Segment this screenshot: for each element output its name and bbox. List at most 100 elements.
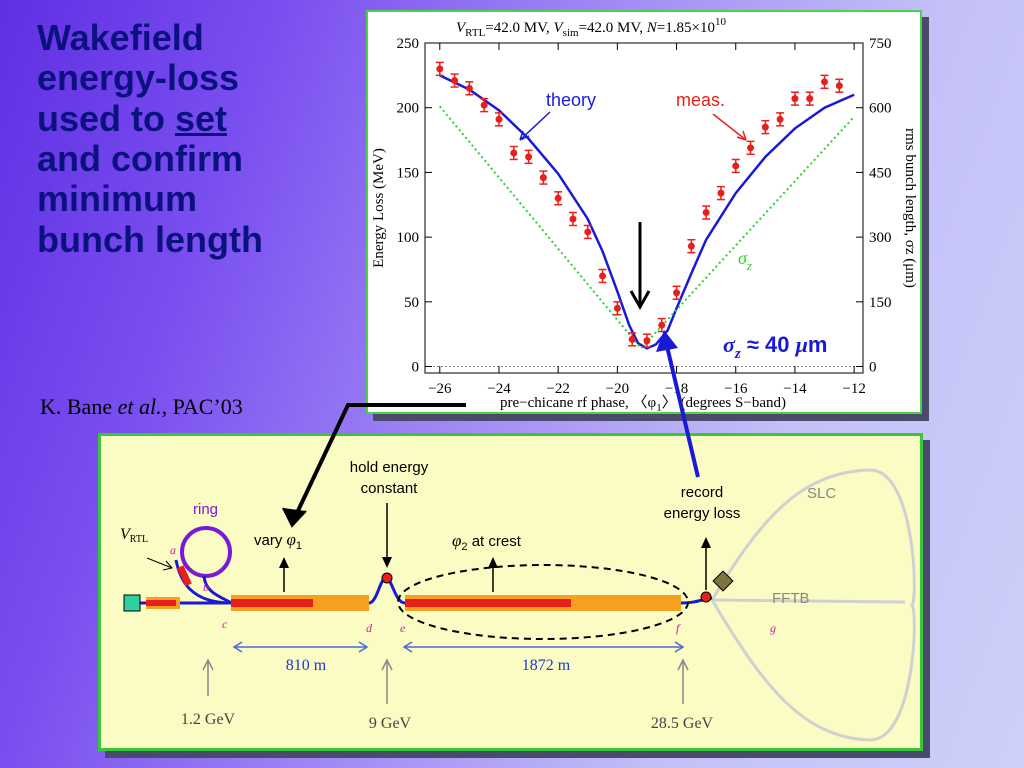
measurement-point: [821, 78, 829, 86]
title-line-4: and confirm: [37, 137, 244, 179]
chart-panel: VRTL=42.0 MV, Vsim=42.0 MV, N=1.85×1010 …: [366, 10, 922, 414]
meas-label: meas.: [676, 90, 725, 110]
fftb-label: FFTB: [772, 590, 810, 607]
injector-section-fill: [146, 600, 176, 606]
distance-1872: 1872 m: [522, 657, 571, 674]
energy-arrow-1: [202, 658, 214, 696]
measurement-point: [717, 189, 725, 197]
measurement-point: [554, 194, 562, 202]
dist-1872-heads: [402, 641, 685, 653]
ring-extraction: [174, 559, 233, 605]
vrtl-pointer: [146, 557, 173, 569]
energy-monitor: [700, 591, 712, 603]
x-tick-label: −12: [842, 381, 865, 397]
record-arrow-head: [701, 537, 711, 548]
measurement-point: [599, 272, 607, 280]
measurement-point: [510, 149, 518, 157]
ring-label: ring: [193, 501, 218, 518]
measurement-point: [732, 162, 740, 170]
title-line-3: used to: [37, 97, 176, 139]
hold-label-1: hold energy: [350, 459, 429, 476]
y-tick-label: 250: [397, 36, 420, 52]
y2-tick-label: 450: [869, 165, 892, 181]
slide-title: Wakefield energy-loss used to set and confi…: [37, 17, 337, 260]
measurement-point: [480, 101, 488, 109]
measurement-point: [465, 84, 473, 92]
crest-arrow-head: [488, 557, 498, 568]
citation-etal: et al.: [117, 394, 162, 419]
measurement-point: [806, 95, 814, 103]
title-line-5: minimum: [37, 178, 198, 220]
record-link-arrow-head: [656, 330, 678, 352]
measurement-point: [584, 228, 592, 236]
point-e: e: [400, 621, 406, 635]
slc-arc: [710, 468, 916, 742]
ring-injection: [202, 575, 233, 605]
y-axis-label: Energy Loss (MeV): [371, 148, 387, 268]
measurement-point: [673, 289, 681, 297]
measurement-point: [791, 95, 799, 103]
injector-block: [123, 594, 141, 612]
title-line-1: Wakefield: [37, 17, 204, 58]
energy-1-2-gev: 1.2 GeV: [181, 711, 236, 728]
dist-810-heads: [232, 641, 369, 653]
x-tick-label: −20: [606, 381, 629, 397]
point-d: d: [366, 621, 373, 635]
record-label-2: energy loss: [664, 505, 741, 522]
measurement-point: [539, 174, 547, 182]
x-tick-label: −22: [546, 381, 569, 397]
title-line-6: bunch length: [37, 218, 263, 260]
spectrometer-diamond: [712, 570, 734, 592]
measurement-point: [687, 242, 695, 250]
point-g: g: [770, 621, 776, 635]
sigma-result: σz ≈ 40 μm: [723, 332, 827, 362]
rtl-cavity: [177, 565, 192, 587]
vary-label: vary φ1: [254, 530, 302, 552]
measurement-point: [451, 77, 459, 85]
y-tick-label: 50: [404, 295, 419, 311]
measurement-point: [658, 321, 666, 329]
chart-title: VRTL=42.0 MV, Vsim=42.0 MV, N=1.85×1010: [456, 16, 726, 39]
energy-9-gev: 9 GeV: [369, 715, 412, 732]
theory-pointer: [519, 111, 551, 141]
point-a: a: [170, 543, 176, 557]
vrtl-pointer-head: [162, 560, 173, 571]
meas-pointer: [712, 113, 747, 141]
sigma-z-label: σz: [738, 248, 752, 273]
citation: K. Bane et al., PAC’03: [40, 394, 243, 420]
theory-label: theory: [546, 90, 596, 110]
y2-tick-label: 0: [869, 360, 877, 376]
point-f: f: [676, 621, 681, 635]
title-set-word: set: [175, 97, 228, 139]
citation-author: K. Bane: [40, 394, 118, 419]
measurement-point: [569, 215, 577, 223]
minimum-arrow-head: [629, 290, 651, 311]
y2-tick-label: 750: [869, 36, 892, 52]
x-tick-label: −24: [487, 381, 511, 397]
measurement-point: [835, 82, 843, 90]
distance-810: 810 m: [286, 657, 327, 674]
measurement-point: [525, 153, 533, 161]
y-tick-label: 200: [397, 101, 420, 117]
hold-label-2: constant: [361, 480, 419, 497]
title-line-2: energy-loss: [37, 57, 240, 99]
y2-tick-label: 300: [869, 230, 892, 246]
plot-area: [424, 42, 864, 374]
chicane-monitor: [381, 572, 393, 584]
y2-tick-label: 150: [869, 295, 892, 311]
fftb-line: [711, 598, 906, 604]
measurement-point: [776, 115, 784, 123]
theory-curve: [439, 74, 855, 350]
linac-ellipse: [397, 564, 689, 640]
citation-tail: , PAC’03: [161, 394, 243, 419]
energy-28-5-gev: 28.5 GeV: [651, 715, 714, 732]
record-link-arrow: [664, 341, 700, 478]
sector-1-active: [231, 599, 313, 607]
meas-pointer-head: [736, 130, 747, 141]
measurement-point: [702, 209, 710, 217]
measurement-point: [761, 123, 769, 131]
x-tick-label: −14: [783, 381, 807, 397]
phase-link-arrow: [294, 403, 466, 516]
damping-ring: [180, 526, 232, 578]
